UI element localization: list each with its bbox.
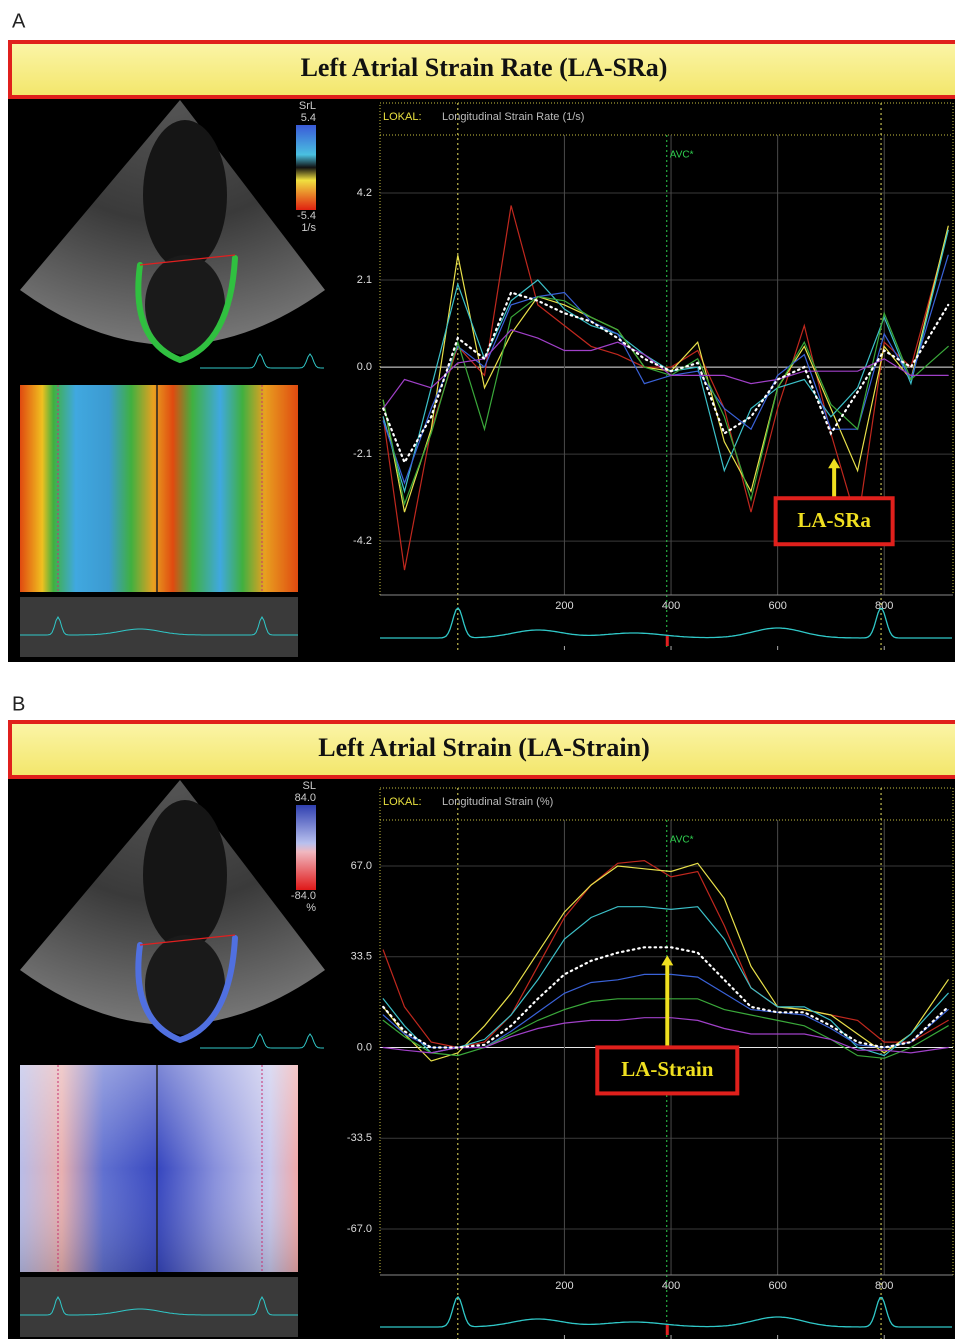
y-tick-label: -2.1 bbox=[353, 448, 372, 460]
y-tick-label: 0.0 bbox=[357, 1041, 372, 1053]
color-scale-min: -5.4 bbox=[297, 210, 316, 222]
x-tick-label: 600 bbox=[768, 600, 786, 612]
panel-title: Left Atrial Strain Rate (LA-SRa) bbox=[301, 53, 668, 82]
y-tick-label: 4.2 bbox=[357, 187, 372, 199]
color-scale-title: SrL bbox=[299, 100, 316, 112]
annotation-text: LA-SRa bbox=[797, 508, 871, 532]
echo-chamber bbox=[143, 120, 227, 270]
axis-title: Longitudinal Strain (%) bbox=[442, 796, 553, 808]
figure: A Left Atrial Strain Rate (LA-SRa) SrL5.4 -… bbox=[0, 0, 955, 1339]
color-scale-title: SL bbox=[303, 780, 316, 792]
ecg-marker bbox=[666, 636, 669, 646]
strain-map-shade bbox=[20, 1065, 298, 1272]
y-tick-label: -67.0 bbox=[347, 1223, 372, 1235]
x-tick-label: 800 bbox=[875, 600, 893, 612]
color-scale-unit: 1/s bbox=[301, 222, 316, 234]
color-scale-min: -84.0 bbox=[291, 890, 316, 902]
color-scale-unit: % bbox=[306, 902, 316, 914]
plot-header: LOKAL: bbox=[383, 796, 422, 808]
color-scale-max: 5.4 bbox=[301, 112, 316, 124]
x-tick-label: 400 bbox=[662, 600, 680, 612]
y-tick-label: 2.1 bbox=[357, 274, 372, 286]
color-scale bbox=[296, 805, 316, 890]
color-scale bbox=[296, 125, 316, 210]
strain-map bbox=[20, 385, 298, 592]
echo-chamber bbox=[143, 800, 227, 950]
panel-title: Left Atrial Strain (LA-Strain) bbox=[318, 733, 649, 762]
y-tick-label: 33.5 bbox=[351, 951, 372, 963]
plot-header: LOKAL: bbox=[383, 111, 422, 123]
color-scale-max: 84.0 bbox=[295, 792, 316, 804]
x-tick-label: 600 bbox=[768, 1280, 786, 1292]
y-tick-label: -4.2 bbox=[353, 535, 372, 547]
y-tick-label: -33.5 bbox=[347, 1132, 372, 1144]
x-tick-label: 800 bbox=[875, 1280, 893, 1292]
annotation-text: LA-Strain bbox=[621, 1057, 713, 1081]
x-tick-label: 200 bbox=[555, 600, 573, 612]
avc-label: AVC* bbox=[670, 835, 694, 846]
y-tick-label: 67.0 bbox=[351, 860, 372, 872]
x-tick-label: 400 bbox=[662, 1280, 680, 1292]
x-tick-label: 200 bbox=[555, 1280, 573, 1292]
panel-label: B bbox=[12, 693, 25, 715]
ecg-marker bbox=[666, 1325, 669, 1335]
axis-title: Longitudinal Strain Rate (1/s) bbox=[442, 111, 584, 123]
avc-label: AVC* bbox=[670, 150, 694, 161]
y-tick-label: 0.0 bbox=[357, 361, 372, 373]
panel-label: A bbox=[12, 10, 26, 32]
